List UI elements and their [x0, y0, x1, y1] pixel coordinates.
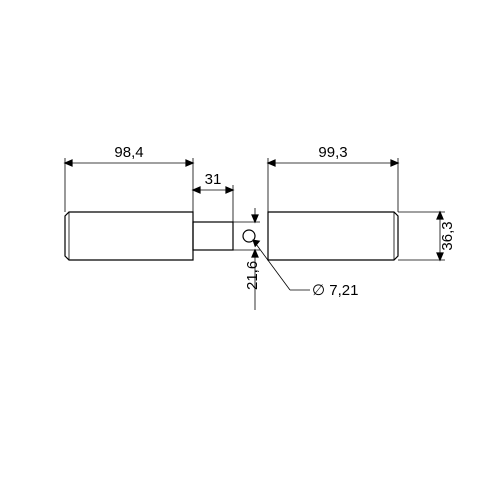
dim-right-length: 99,3	[318, 144, 347, 161]
dim-shaft-dia: 21,6	[244, 261, 261, 290]
dim-body-dia: 36,3	[439, 221, 456, 250]
dim-shaft-length: 31	[205, 171, 222, 188]
dim-hole-dia: ∅ 7,21	[312, 282, 358, 299]
technical-drawing: 98,4 31 99,3 36,3 21,6 ∅ 7,21	[0, 0, 500, 500]
dim-left-length: 98,4	[114, 144, 143, 161]
